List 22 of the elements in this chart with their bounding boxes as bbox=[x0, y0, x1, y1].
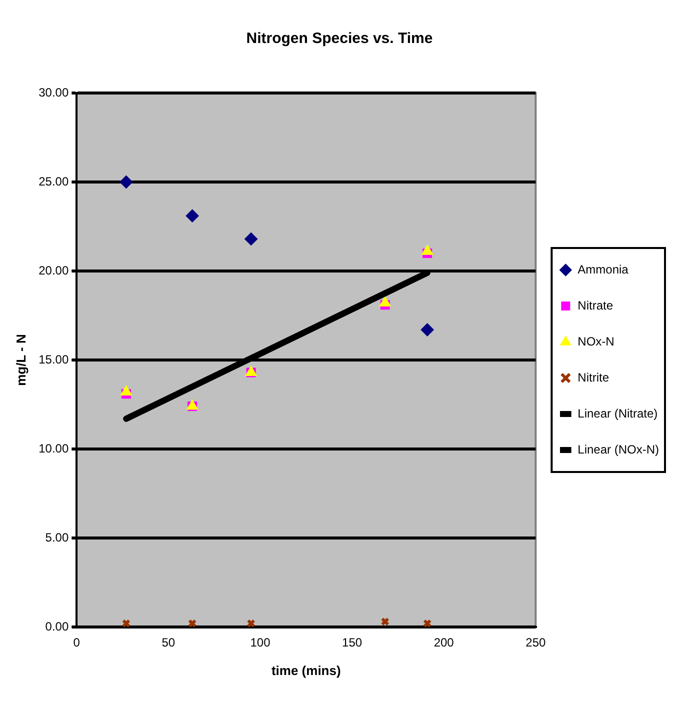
y-tick-label: 20.00 bbox=[38, 263, 69, 278]
y-tick-label: 5.00 bbox=[45, 530, 69, 544]
x-tick-label: 100 bbox=[250, 636, 271, 650]
x-tick-label: 250 bbox=[526, 636, 546, 650]
y-tick-label: 15.00 bbox=[38, 352, 69, 366]
x-axis-title: time (mins) bbox=[271, 662, 341, 678]
legend-label: Linear (Nitrate) bbox=[578, 406, 658, 420]
x-tick-label: 50 bbox=[162, 636, 176, 650]
y-tick-label: 10.00 bbox=[38, 441, 69, 456]
legend-label: Ammonia bbox=[578, 262, 629, 276]
x-tick-label: 150 bbox=[342, 636, 362, 650]
chart-title: Nitrogen Species vs. Time bbox=[246, 30, 433, 48]
x-tick-label: 200 bbox=[434, 636, 454, 650]
y-tick-label: 0.00 bbox=[45, 619, 69, 634]
x-tick-label: 0 bbox=[73, 636, 80, 650]
legend-label: Linear (NOx-N) bbox=[578, 442, 660, 456]
legend-label: Nitrite bbox=[578, 370, 610, 384]
y-axis-title: mg/L - N bbox=[13, 334, 28, 386]
legend-label: NOx-N bbox=[578, 334, 614, 348]
legend-label: Nitrate bbox=[578, 298, 614, 312]
y-tick-label: 25.00 bbox=[38, 174, 69, 188]
y-tick-label: 30.00 bbox=[38, 85, 69, 100]
